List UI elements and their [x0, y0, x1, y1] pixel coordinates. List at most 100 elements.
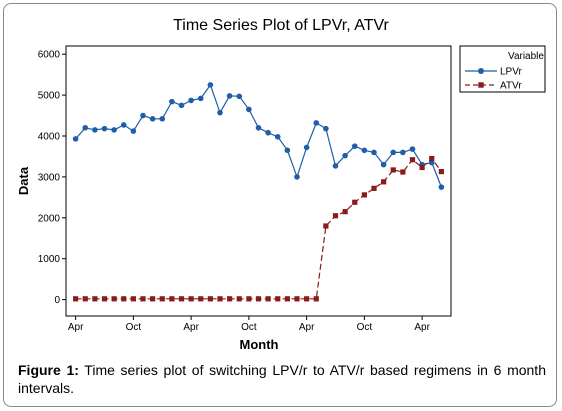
atvr-point [400, 169, 406, 175]
legend-atvr-label: ATVr [500, 81, 522, 92]
lpvr-point [82, 125, 89, 131]
lpvr-point [361, 147, 368, 154]
x-tick-label: Apr [183, 322, 199, 333]
y-tick-label: 2000 [38, 213, 61, 224]
legend-atvr-marker [478, 82, 484, 88]
atvr-point [255, 296, 262, 302]
lpvr-point [255, 125, 262, 131]
y-axis: 0 1000 2000 3000 4000 5000 6000 [38, 50, 66, 306]
series-lines [75, 83, 442, 300]
legend-lpvr-label: LPVr [500, 67, 523, 78]
x-tick-label: Oct [126, 322, 142, 333]
lpvr-point [111, 127, 117, 133]
lpvr-point [284, 147, 291, 154]
atvr-point [236, 296, 242, 302]
atvr-point [361, 192, 367, 198]
y-axis-title: Data [16, 166, 31, 195]
lpvr-point [159, 116, 166, 122]
lpvr-point [313, 120, 320, 126]
lpvr-point [140, 112, 146, 119]
atvr-point [150, 296, 156, 302]
figure-caption: Figure 1: Time series plot of switching … [18, 361, 546, 397]
atvr-point [121, 296, 127, 302]
atvr-point [169, 296, 175, 302]
lpvr-point [351, 143, 358, 150]
lpvr-point [428, 159, 435, 166]
lpvr-point [303, 144, 310, 151]
lpvr-point [246, 106, 252, 113]
y-tick-label: 6000 [38, 50, 61, 61]
atvr-point [284, 296, 290, 302]
lpvr-point [342, 152, 348, 159]
lpvr-point [380, 161, 387, 168]
atvr-point [188, 296, 194, 302]
time-series-chart: Time Series Plot of LPVr, ATVr 0 1000 2000… [16, 17, 546, 352]
atvr-point [342, 209, 348, 215]
lpvr-point [371, 149, 377, 156]
lpvr-point [332, 163, 339, 169]
lpvr-point [265, 129, 271, 136]
atvr-point [92, 296, 98, 302]
lpvr-point [92, 127, 98, 133]
x-tick-label: Apr [68, 322, 84, 333]
atvr-point [304, 296, 310, 302]
atvr-point [159, 296, 165, 302]
atvr-point [381, 179, 387, 185]
y-tick-label: 3000 [38, 172, 61, 183]
lpvr-point [438, 184, 445, 190]
atvr-point [294, 296, 300, 302]
chart-title: Time Series Plot of LPVr, ATVr [173, 17, 389, 34]
atvr-point [178, 296, 185, 302]
atvr-point [217, 296, 223, 302]
lpvr-point [217, 109, 223, 116]
y-tick-label: 5000 [38, 91, 61, 102]
atvr-point [419, 164, 425, 171]
atvr-series-line [75, 157, 442, 300]
y-tick-label: 0 [54, 295, 60, 306]
x-axis-title: Month [240, 337, 279, 352]
x-tick-label: Oct [357, 322, 373, 333]
atvr-point [332, 213, 339, 219]
atvr-point [265, 296, 271, 302]
lpvr-point [120, 122, 127, 128]
atvr-point [390, 167, 396, 173]
y-tick-label: 4000 [38, 132, 61, 143]
lpvr-point [72, 136, 79, 142]
legend: Variable LPVr ATVr [459, 45, 546, 93]
atvr-point [246, 296, 252, 302]
atvr-point [73, 296, 79, 302]
atvr-point [227, 296, 233, 302]
lpvr-point [294, 174, 300, 180]
lpvr-point [130, 128, 137, 134]
lpvr-point [226, 93, 233, 99]
atvr-point [429, 155, 435, 162]
atvr-point [207, 296, 213, 302]
atvr-point [438, 168, 444, 175]
x-tick-label: Apr [414, 322, 430, 333]
caption-label: Figure 1: [18, 362, 79, 378]
lpvr-point [409, 146, 416, 152]
atvr-point [352, 199, 358, 205]
lpvr-point [323, 125, 329, 132]
atvr-point [82, 296, 88, 302]
atvr-point [275, 296, 281, 302]
caption-text: Time series plot of switching LPV/r to A… [18, 362, 546, 396]
atvr-point [111, 296, 117, 302]
lpvr-point [188, 97, 194, 104]
atvr-point [130, 296, 136, 302]
legend-lpvr-marker [478, 68, 484, 74]
x-tick-label: Oct [241, 322, 257, 333]
atvr-point [140, 296, 146, 302]
lpvr-point [274, 134, 281, 140]
atvr-point [371, 185, 377, 191]
atvr-point [323, 223, 329, 229]
lpvr-point [400, 149, 406, 156]
atvr-point [409, 157, 416, 163]
lpvr-point [207, 82, 214, 88]
y-tick-label: 1000 [38, 254, 61, 265]
lpvr-point [149, 116, 156, 122]
x-axis: Apr Oct Apr Oct Apr Oct Apr [68, 316, 431, 333]
lpvr-point [197, 95, 204, 102]
x-tick-label: Apr [299, 322, 315, 333]
series-markers [72, 82, 445, 302]
